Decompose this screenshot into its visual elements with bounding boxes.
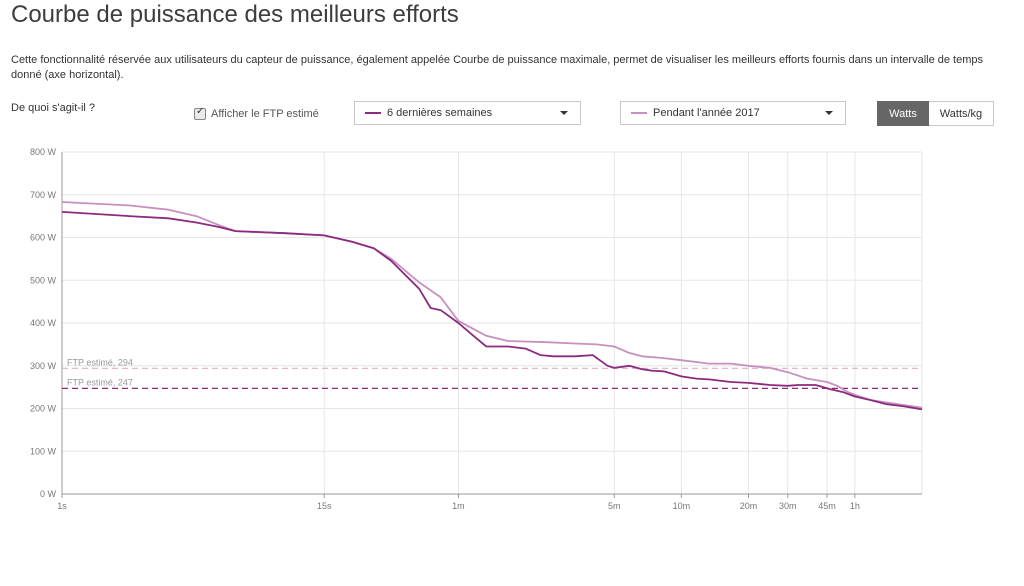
x-tick-label: 1m <box>452 501 465 511</box>
x-tick-label: 10m <box>673 501 691 511</box>
x-tick-label: 20m <box>740 501 758 511</box>
x-tick-label: 5m <box>608 501 621 511</box>
x-tick-label: 1s <box>57 501 67 511</box>
x-tick-label: 15s <box>317 501 332 511</box>
range-select-1[interactable]: 6 dernières semaines <box>354 101 581 125</box>
y-tick-label: 100 W <box>30 446 57 456</box>
series-line-1 <box>61 211 923 411</box>
unit-watts-button[interactable]: Watts <box>877 101 929 126</box>
series1-swatch <box>365 112 381 114</box>
range-select-2-label: Pendant l'année 2017 <box>653 107 760 119</box>
range-select-1-label: 6 dernières semaines <box>387 107 493 119</box>
x-tick-label: 1h <box>850 501 860 511</box>
caret-down-icon <box>825 111 833 115</box>
series2-swatch <box>631 112 647 114</box>
y-tick-label: 600 W <box>30 233 57 243</box>
y-tick-label: 800 W <box>30 147 57 157</box>
x-tick-label: 30m <box>779 501 797 511</box>
ftp-checkbox-label: Afficher le FTP estimé <box>211 108 319 120</box>
y-tick-label: 300 W <box>30 361 57 371</box>
y-tick-label: 700 W <box>30 190 57 200</box>
ftp-label: FTP estimé, 247 <box>67 377 133 387</box>
ftp-checkbox-control[interactable]: Afficher le FTP estimé <box>194 106 319 120</box>
y-tick-label: 0 W <box>40 489 57 499</box>
page-description: Cette fonctionnalité réservée aux utilis… <box>11 54 983 81</box>
y-tick-label: 400 W <box>30 318 57 328</box>
help-link[interactable]: De quoi s'agit-il ? <box>11 102 96 114</box>
unit-wkg-button[interactable]: Watts/kg <box>929 101 994 126</box>
series-line-2 <box>61 201 923 409</box>
caret-down-icon <box>560 111 568 115</box>
y-tick-label: 500 W <box>30 275 57 285</box>
page-title: Courbe de puissance des meilleurs effort… <box>11 1 459 28</box>
x-tick-label: 45m <box>818 501 836 511</box>
ftp-label: FTP estimé, 294 <box>67 357 133 367</box>
y-tick-label: 200 W <box>30 404 57 414</box>
range-select-2[interactable]: Pendant l'année 2017 <box>620 101 846 125</box>
ftp-checkbox[interactable] <box>194 106 206 120</box>
